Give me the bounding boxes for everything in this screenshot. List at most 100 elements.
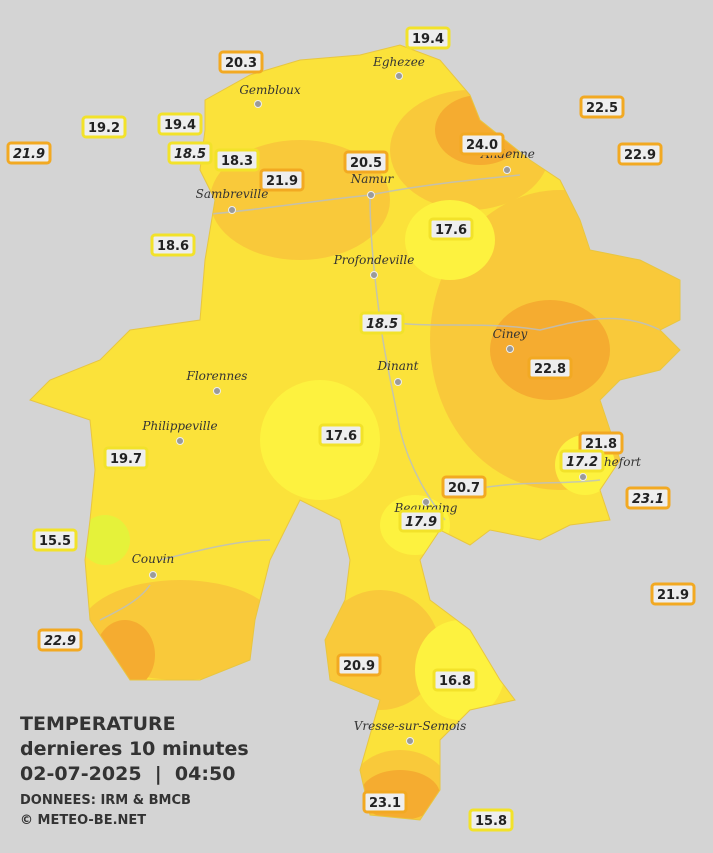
station-box [625,486,671,510]
station-box [468,808,514,832]
town-dot [395,72,403,80]
station-box [343,150,389,174]
station: 19.2 [81,115,127,139]
station: 21.9 [6,141,52,165]
station-value: 22.5 [586,101,618,116]
station: 17.2 [559,449,605,473]
station-value: 24.0 [466,138,498,153]
station: 22.9 [37,628,83,652]
legend-datetime: 02-07-2025 | 04:50 [20,763,235,785]
station-value: 18.3 [221,154,253,169]
station-value: 19.7 [110,452,142,467]
station-value: 19.4 [164,118,196,133]
station-box [441,475,487,499]
station-box [579,95,625,119]
town-dot [176,437,184,445]
station-value: 18.6 [157,239,189,254]
station-value: 17.2 [566,455,598,470]
station-box [318,423,364,447]
legend-subtitle: dernieres 10 minutes [20,738,249,760]
station-value: 20.5 [350,156,382,171]
station: 23.1 [625,486,671,510]
town-label: Florennes [186,369,248,383]
station-value: 20.7 [448,481,480,496]
station-value: 21.9 [13,147,45,162]
station-box [559,449,605,473]
town-label: Namur [350,172,395,186]
station-value: 19.2 [88,121,120,136]
station: 17.6 [428,217,474,241]
station-value: 20.3 [225,56,257,71]
town-label: Ciney [493,327,528,341]
town-dot [228,206,236,214]
town-dot [367,191,375,199]
station-value: 21.9 [657,588,689,603]
station-value: 18.5 [174,147,206,162]
station: 21.9 [650,582,696,606]
station-box [259,168,305,192]
station: 22.5 [579,95,625,119]
stations: 19.4 20.3 22.5 19.2 19.4 21.9 18.5 18.3 24.0 20.5… [6,26,696,832]
station: 20.9 [336,653,382,677]
town-dot [254,100,262,108]
station-value: 22.9 [624,148,656,163]
station-box [527,356,573,380]
station: 17.9 [398,509,444,533]
station-box [103,446,149,470]
station: 20.3 [218,50,264,74]
station: 19.7 [103,446,149,470]
town-label: Couvin [132,552,174,566]
town-dot [579,473,587,481]
town-dot [422,498,430,506]
town-label: Vresse-sur-Semois [354,719,467,733]
town-dot [370,271,378,279]
station: 18.3 [214,148,260,172]
station: 17.6 [318,423,364,447]
station: 23.1 [362,790,408,814]
station-box [167,141,213,165]
station: 24.0 [459,132,505,156]
station-box [405,26,451,50]
station-value: 23.1 [632,492,664,507]
station-box [362,790,408,814]
station-value: 15.8 [475,814,507,829]
legend-source: DONNEES: IRM & BMCB [20,793,191,808]
town-label: Sambreville [196,187,269,201]
province-outline [29,44,681,821]
station-value: 22.8 [534,362,566,377]
station-value: 21.9 [266,174,298,189]
station-value: 18.5 [366,317,398,332]
town-dot [503,166,511,174]
station: 21.8 [578,431,624,455]
town-label: Gembloux [239,83,301,97]
station: 20.5 [343,150,389,174]
station: 15.8 [468,808,514,832]
station: 18.6 [150,233,196,257]
station-value: 15.5 [39,534,71,549]
station-box [37,628,83,652]
station-box [459,132,505,156]
station-box [32,528,78,552]
station: 22.9 [617,142,663,166]
station: 19.4 [405,26,451,50]
station-box [81,115,127,139]
station-box [218,50,264,74]
station: 16.8 [432,668,478,692]
station-value: 19.4 [412,32,444,47]
station-value: 17.6 [435,223,467,238]
station-value: 22.9 [44,634,76,649]
station: 18.5 [167,141,213,165]
station-value: 16.8 [439,674,471,689]
station-box [359,311,405,335]
town-label: Eghezee [372,55,425,69]
station-box [6,141,52,165]
station-box [157,112,203,136]
station: 22.8 [527,356,573,380]
town-dot [506,345,514,353]
station-box [650,582,696,606]
legend-title: TEMPERATURE [20,713,176,735]
station-box [150,233,196,257]
town-dot [406,737,414,745]
station: 20.7 [441,475,487,499]
